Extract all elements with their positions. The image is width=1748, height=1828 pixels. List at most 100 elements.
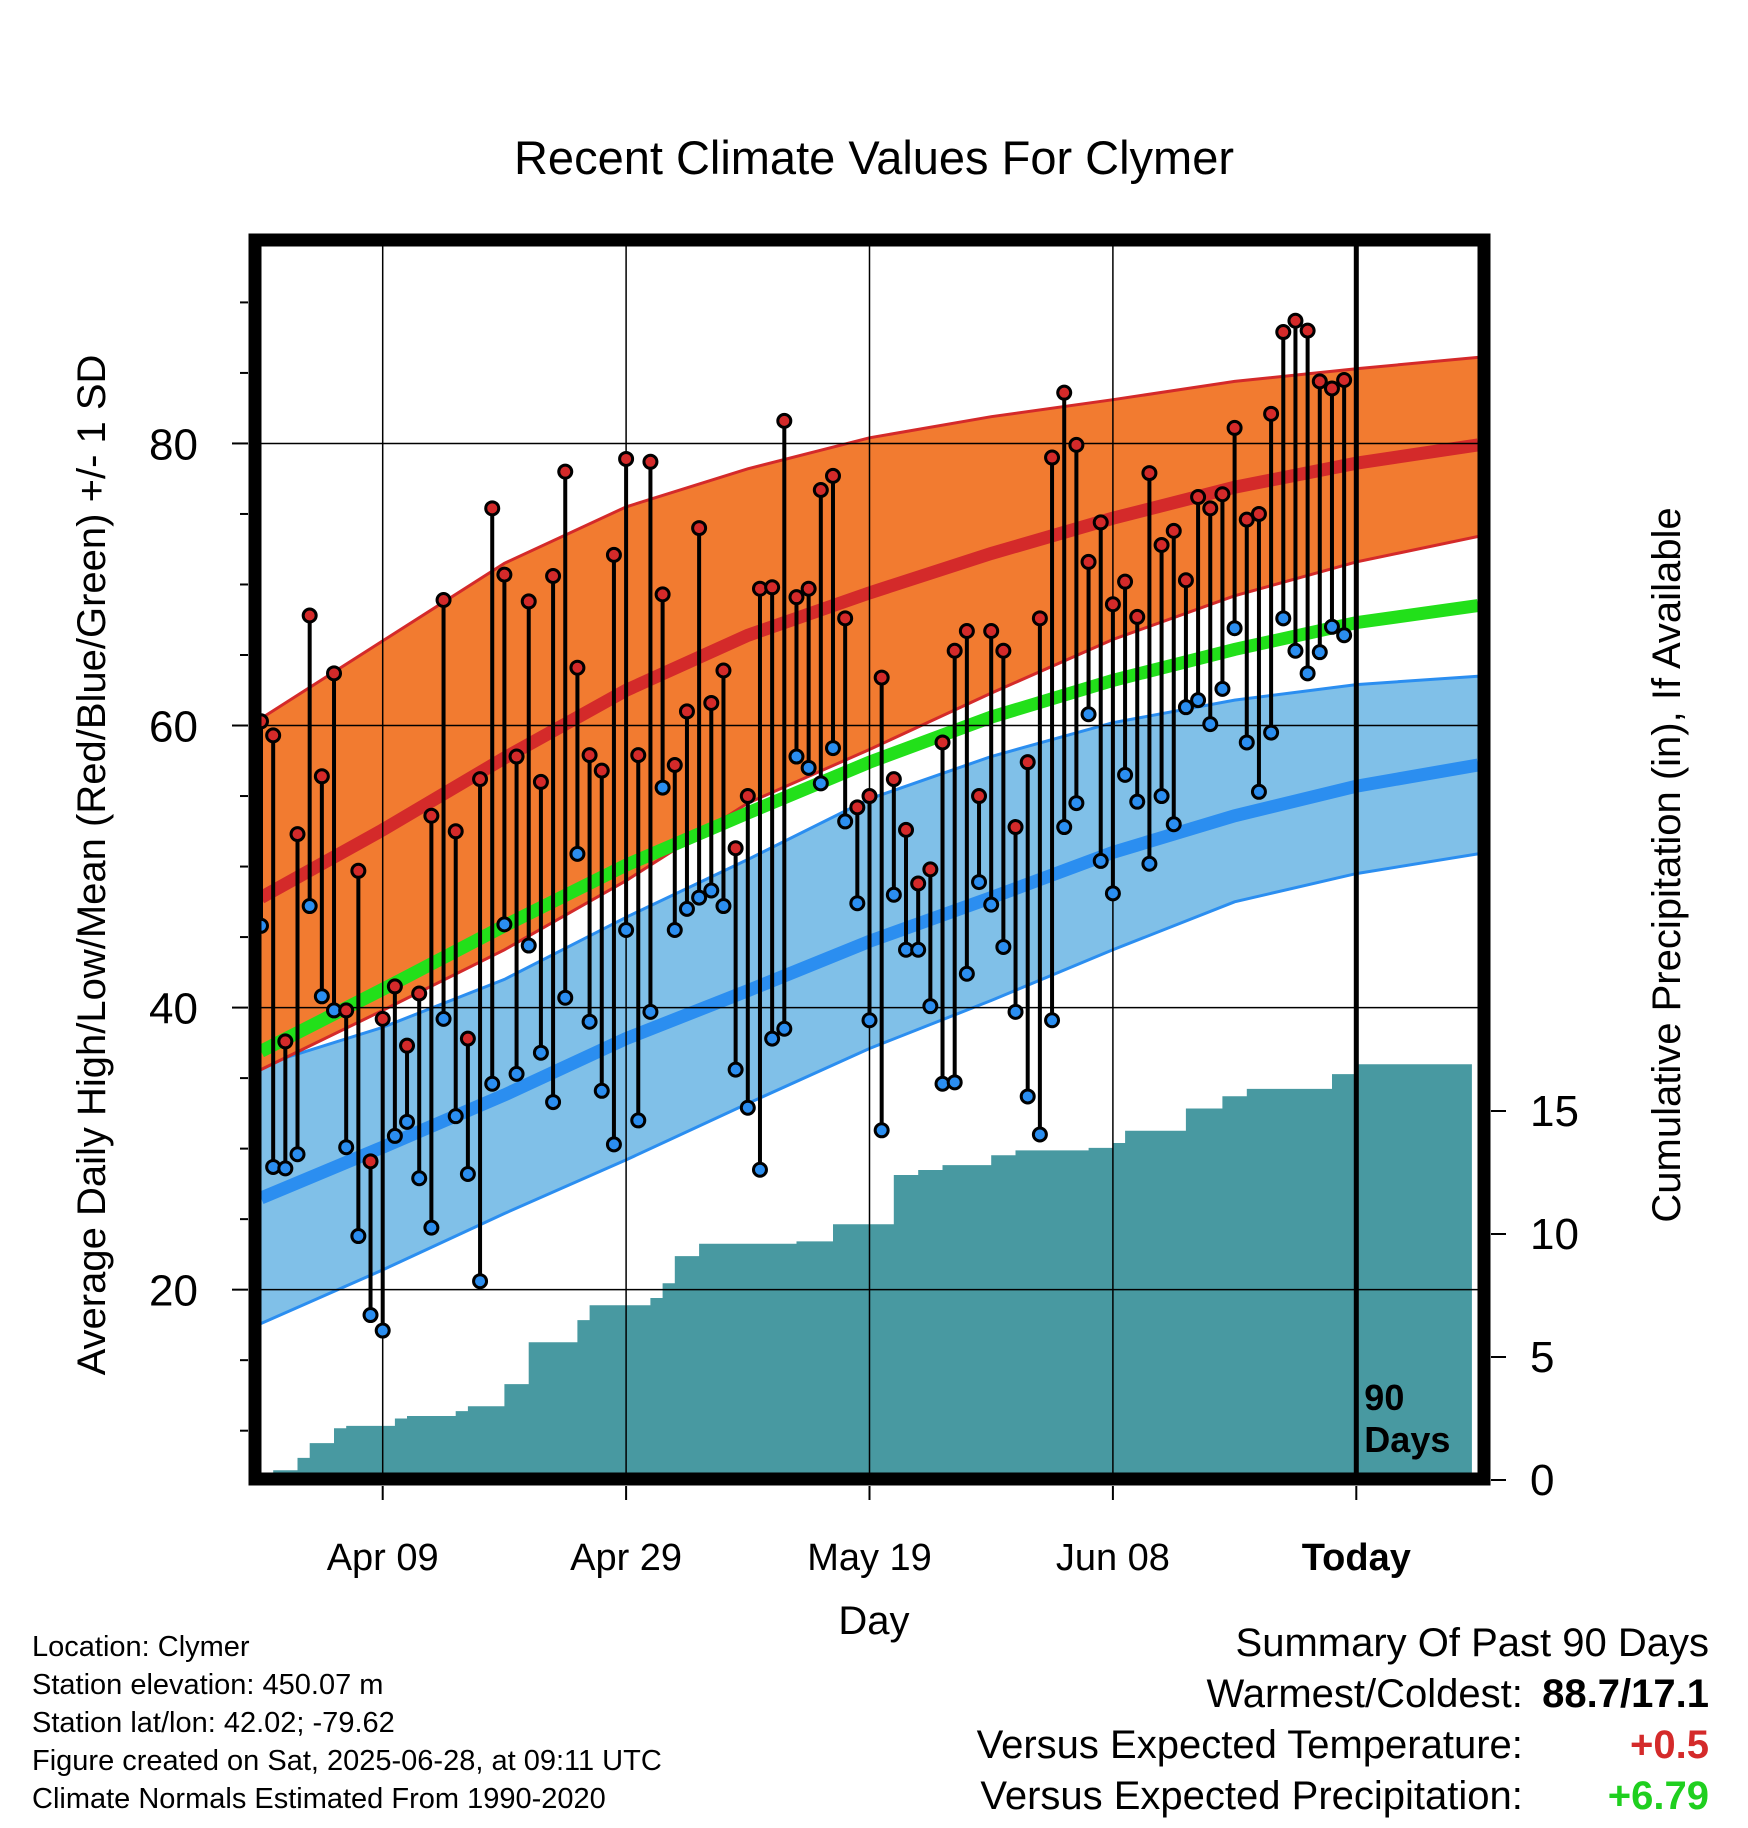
low-point (1299, 665, 1316, 682)
high-point (946, 642, 963, 659)
high-point (1202, 500, 1219, 517)
temp-row: Versus Expected Temperature: +0.5 (977, 1720, 1709, 1771)
low-point (910, 941, 927, 958)
low-point (1104, 885, 1121, 902)
low-point (386, 1127, 403, 1144)
high-point (934, 734, 951, 751)
high-point (1190, 489, 1207, 506)
low-point (374, 1322, 391, 1339)
x-tick-label: Today (1302, 1537, 1411, 1579)
location-text: Location: Clymer (32, 1631, 250, 1663)
high-point (898, 821, 915, 838)
y2-tick-label: 15 (1530, 1087, 1579, 1136)
high-point (1117, 573, 1134, 590)
high-point (1250, 505, 1267, 522)
plot-area: 90 Days 20 40 60 80 0 5 10 15 Apr 09 Apr 29 May 19 Ju… (149, 233, 1579, 1579)
today-days-label-line: 90 (1364, 1377, 1404, 1418)
precip-value: +6.79 (1607, 1774, 1709, 1818)
low-point (958, 965, 975, 982)
high-point (508, 748, 525, 765)
low-point (520, 937, 537, 954)
high-point (1056, 384, 1073, 401)
low-point (1238, 734, 1255, 751)
high-point (678, 703, 695, 720)
low-point (849, 895, 866, 912)
low-point (338, 1139, 355, 1156)
low-point (459, 1166, 476, 1183)
low-point (411, 1170, 428, 1187)
low-point (1007, 1003, 1024, 1020)
high-point (447, 823, 464, 840)
high-point (1287, 312, 1304, 329)
plot-inner: 90 Days (261, 246, 1478, 1473)
high-point (1019, 754, 1036, 771)
y-tick-label: 80 (149, 420, 198, 469)
high-point (958, 623, 975, 640)
high-point (1129, 608, 1146, 625)
plot-frame (248, 233, 1491, 1486)
low-point (350, 1228, 367, 1245)
high-point (338, 1002, 355, 1019)
high-point (995, 642, 1012, 659)
high-point (472, 771, 489, 788)
low-point (1129, 793, 1146, 810)
high-point (1031, 610, 1048, 627)
high-point (1068, 436, 1085, 453)
high-point (484, 500, 501, 517)
low-point (678, 900, 695, 917)
low-point (715, 898, 732, 915)
high-point (423, 807, 440, 824)
x-axis-label: Day (838, 1599, 909, 1643)
station-info: Location: Clymer Station elevation: 450.… (32, 1628, 662, 1818)
high-point (1263, 405, 1280, 422)
high-point (1044, 449, 1061, 466)
high-point (399, 1037, 416, 1054)
high-point (1311, 373, 1328, 390)
x-tick-label: Jun 08 (1056, 1537, 1170, 1579)
high-point (1177, 572, 1194, 589)
y-tick-label: 20 (149, 1267, 198, 1316)
high-point (265, 727, 282, 744)
high-point (459, 1030, 476, 1047)
high-point (1165, 522, 1182, 539)
high-point (1214, 486, 1231, 503)
low-point (946, 1074, 963, 1091)
high-point (824, 467, 841, 484)
precip-area (261, 1064, 1472, 1473)
low-point (1165, 816, 1182, 833)
low-point (703, 882, 720, 899)
high-point (326, 665, 343, 682)
high-point (1007, 819, 1024, 836)
high-point (764, 579, 781, 596)
high-point (313, 768, 330, 785)
low-point (545, 1094, 562, 1111)
high-point (618, 450, 635, 467)
low-point (1190, 692, 1207, 709)
high-point (1336, 371, 1353, 388)
high-point (374, 1010, 391, 1027)
high-point (362, 1153, 379, 1170)
high-point (261, 713, 269, 730)
y-tick-label: 40 (149, 985, 198, 1034)
low-point (1044, 1012, 1061, 1029)
low-point (532, 1044, 549, 1061)
high-point (435, 591, 452, 608)
low-point (261, 917, 269, 934)
low-point (593, 1082, 610, 1099)
low-point (1214, 680, 1231, 697)
high-point (496, 566, 513, 583)
low-point (824, 740, 841, 757)
high-point (739, 788, 756, 805)
created-text: Figure created on Sat, 2025-06-28, at 09… (32, 1745, 662, 1777)
high-point (1299, 322, 1316, 339)
high-point (1080, 553, 1097, 570)
elevation-text: Station elevation: 450.07 m (32, 1669, 384, 1701)
low-point (399, 1113, 416, 1130)
high-point (788, 589, 805, 606)
today-days-label: 90 Days (1364, 1377, 1450, 1460)
high-point (800, 580, 817, 597)
low-point (435, 1010, 452, 1027)
high-point (922, 861, 939, 878)
low-point (812, 775, 829, 792)
